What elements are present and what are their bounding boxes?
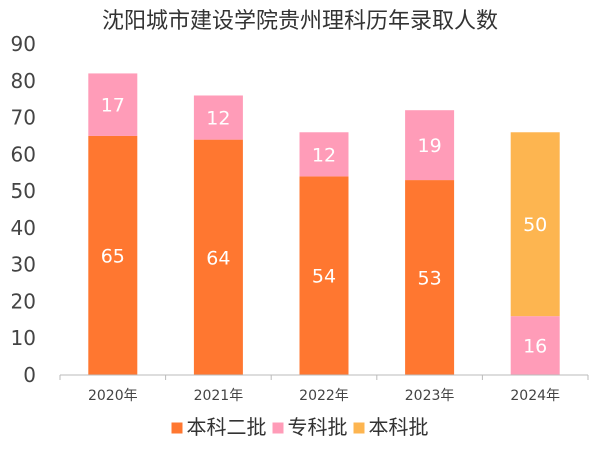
- x-tick-label: 2024年: [510, 388, 560, 404]
- bar-segment: [510, 132, 560, 317]
- legend-label: 本科批: [369, 415, 429, 439]
- x-tick-label: 2022年: [299, 388, 349, 404]
- data-label: 53: [418, 268, 442, 290]
- data-label: 12: [206, 108, 230, 130]
- y-axis: 0 10 20 30 40 50 60 70 80 90: [11, 32, 36, 387]
- x-tick-label: 2023年: [405, 388, 455, 404]
- bar-segment: [193, 95, 243, 140]
- data-label: 54: [312, 266, 336, 288]
- bar-segment: [88, 73, 138, 136]
- legend-swatch: [353, 422, 365, 434]
- bars: 65 17 64 12 54 12 53 19 16 50: [88, 73, 560, 375]
- legend-swatch: [171, 422, 183, 434]
- y-tick-label: 20: [11, 289, 36, 313]
- y-tick-label: 50: [11, 179, 36, 203]
- data-label: 17: [101, 95, 125, 117]
- y-tick-label: 60: [11, 142, 36, 166]
- x-tick-label: 2020年: [88, 388, 138, 404]
- bar-segment: [193, 139, 243, 375]
- legend-swatch: [272, 422, 284, 434]
- y-tick-label: 30: [11, 253, 36, 277]
- y-tick-label: 10: [11, 326, 36, 350]
- x-axis: 2020年 2021年 2022年 2023年 2024年: [59, 374, 589, 404]
- data-label: 19: [418, 135, 442, 157]
- bar-segment: [405, 110, 455, 181]
- legend: 本科二批 专科批 本科批: [171, 415, 429, 439]
- legend-label: 专科批: [288, 415, 348, 439]
- y-tick-label: 90: [11, 32, 36, 56]
- bar-segment: [88, 135, 138, 375]
- chart-title: 沈阳城市建设学院贵州理科历年录取人数: [102, 9, 498, 34]
- y-tick-label: 40: [11, 216, 36, 240]
- bar-segment: [510, 316, 560, 375]
- bar-segment: [299, 176, 349, 375]
- legend-label: 本科二批: [187, 415, 267, 439]
- bar-segment: [405, 180, 455, 375]
- y-tick-label: 70: [11, 106, 36, 130]
- data-label: 12: [312, 144, 336, 166]
- y-tick-label: 0: [23, 363, 36, 387]
- data-label: 64: [206, 247, 230, 269]
- data-label: 50: [523, 214, 547, 236]
- data-label: 16: [523, 336, 547, 358]
- bar-segment: [299, 132, 349, 177]
- data-label: 65: [101, 245, 125, 267]
- y-tick-label: 80: [11, 69, 36, 93]
- x-tick-label: 2021年: [194, 388, 244, 404]
